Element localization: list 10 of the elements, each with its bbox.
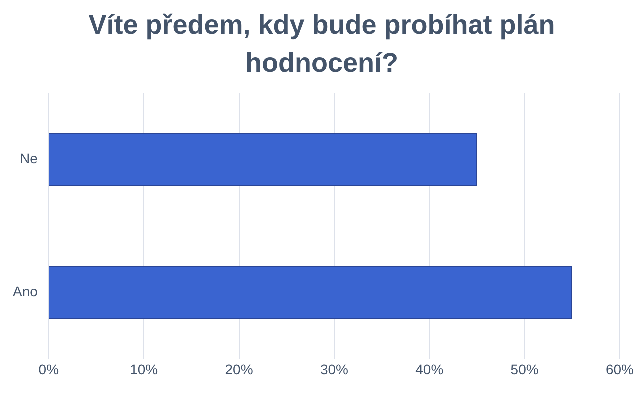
x-tick-label: 30% bbox=[320, 361, 348, 378]
x-tick-label: 10% bbox=[130, 361, 158, 378]
x-tick-label: 0% bbox=[38, 361, 60, 378]
x-tick-label: 60% bbox=[606, 361, 634, 378]
x-tick-label: 50% bbox=[510, 361, 539, 378]
y-tick-label: Ne bbox=[20, 150, 38, 167]
x-tick-label: 20% bbox=[225, 361, 254, 378]
y-tick-label: Ano bbox=[12, 284, 38, 300]
chart-title: Víte předem, kdy bude probíhat plán hodnocení? bbox=[88, 9, 556, 80]
x-tick-label: 40% bbox=[416, 361, 444, 378]
